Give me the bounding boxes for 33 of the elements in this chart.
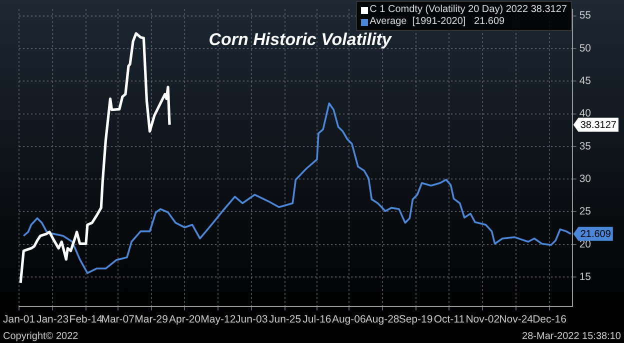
x-tick-label: Mar-29	[134, 314, 168, 326]
x-tick-label: Apr-20	[168, 314, 201, 326]
y-tick-label: 40	[579, 108, 592, 120]
legend-label: Average [1991-2020] 21.609	[370, 16, 505, 28]
x-tick-label: Dec-16	[532, 314, 567, 326]
x-tick-label: Jan-01	[3, 314, 36, 326]
x-tick-label: May-12	[200, 314, 236, 326]
x-tick-label: Aug-28	[365, 314, 400, 326]
y-tick-label: 35	[579, 140, 592, 152]
x-tick-label: Sep-19	[398, 314, 433, 326]
y-tick-label: 30	[579, 172, 592, 185]
y-tick-label: 50	[579, 42, 592, 54]
text: 38.3127	[580, 120, 617, 132]
text: 28-Mar-2022 15:38:10	[522, 331, 621, 342]
x-tick-label: Nov-24	[499, 314, 534, 326]
y-tick-label: 45	[579, 75, 592, 88]
text: Corn Historic Volatility	[208, 30, 392, 49]
x-tick-label: Jun-03	[236, 314, 268, 326]
y-tick-label: 20	[579, 238, 592, 250]
x-tick-label: Nov-02	[466, 314, 500, 326]
x-tick-label: Mar-07	[101, 314, 135, 326]
y-tick-label: 55	[579, 10, 592, 22]
x-tick-label: Jan-23	[36, 314, 69, 326]
text: Copyright© 2022	[3, 331, 78, 342]
text: 21.609	[580, 229, 612, 240]
y-tick-label: 15	[579, 270, 592, 283]
legend-label: C 1 Comdty (Volatility 20 Day) 2022 38.3127	[370, 4, 567, 16]
x-tick-label: Jul-16	[302, 314, 332, 326]
y-tick-label: 25	[579, 206, 592, 218]
x-tick-label: Aug-06	[332, 314, 366, 326]
x-tick-label: Oct-11	[434, 314, 465, 326]
x-tick-label: Jun-25	[268, 314, 302, 326]
x-tick-label: Feb-14	[69, 314, 103, 326]
